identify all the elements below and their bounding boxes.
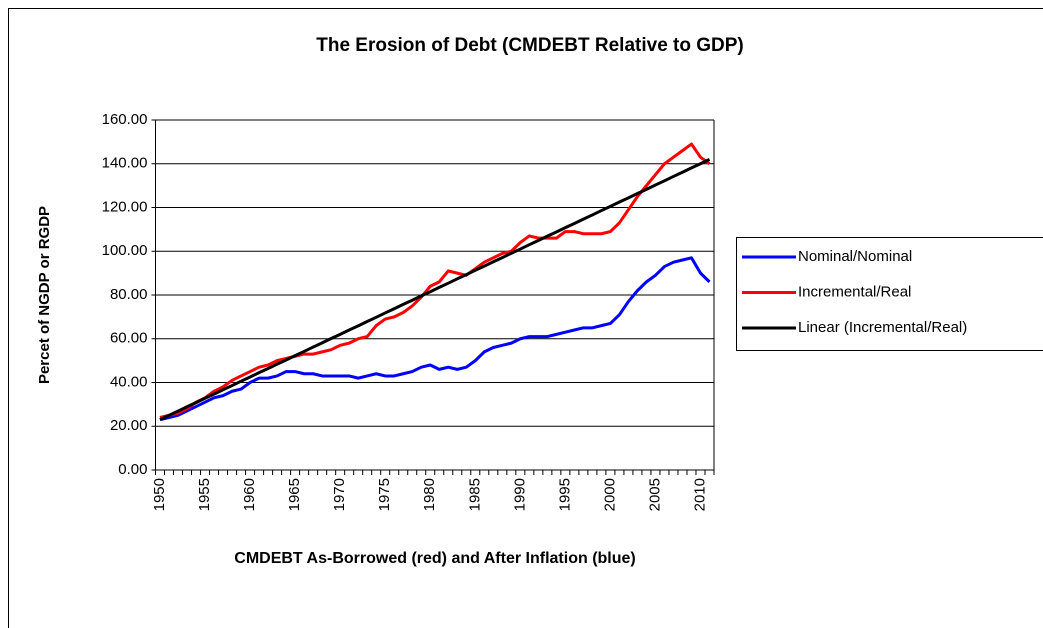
x-tick-label: 1965	[286, 478, 303, 511]
x-tick-label: 1980	[421, 478, 438, 511]
x-tick-label: 1975	[376, 478, 393, 511]
series-line	[159, 256, 711, 422]
y-tick-label: 40.00	[110, 373, 148, 390]
series-line	[159, 158, 711, 422]
x-tick-label: 1995	[556, 478, 573, 511]
x-tick-label: 2000	[601, 478, 618, 511]
legend-label: Nominal/Nominal	[798, 248, 912, 265]
x-tick-label: 2005	[646, 478, 663, 511]
legend-label: Incremental/Real	[798, 283, 911, 300]
y-tick-label: 20.00	[110, 417, 148, 434]
x-tick-label: 1990	[511, 478, 528, 511]
y-tick-label: 60.00	[110, 330, 148, 347]
x-tick-label: 1950	[151, 478, 168, 511]
legend-label: Linear (Incremental/Real)	[798, 319, 967, 336]
x-tick-label: 1985	[466, 478, 483, 511]
x-tick-label: 1970	[331, 478, 348, 511]
x-tick-label: 1960	[241, 478, 258, 511]
x-axis-label: CMDEBT As-Borrowed (red) and After Infla…	[234, 550, 636, 567]
y-tick-label: 160.00	[102, 111, 148, 128]
x-tick-label: 1955	[196, 478, 213, 511]
y-axis-label: Percet of NGDP or RGDP	[36, 206, 53, 384]
y-tick-label: 120.00	[102, 198, 148, 215]
y-tick-label: 80.00	[110, 286, 148, 303]
y-tick-label: 140.00	[102, 155, 148, 172]
chart-title: The Erosion of Debt (CMDEBT Relative to …	[316, 35, 744, 56]
y-tick-label: 100.00	[102, 242, 148, 259]
series-line	[159, 142, 711, 419]
y-tick-label: 0.00	[118, 461, 147, 478]
x-tick-label: 2010	[691, 478, 708, 511]
